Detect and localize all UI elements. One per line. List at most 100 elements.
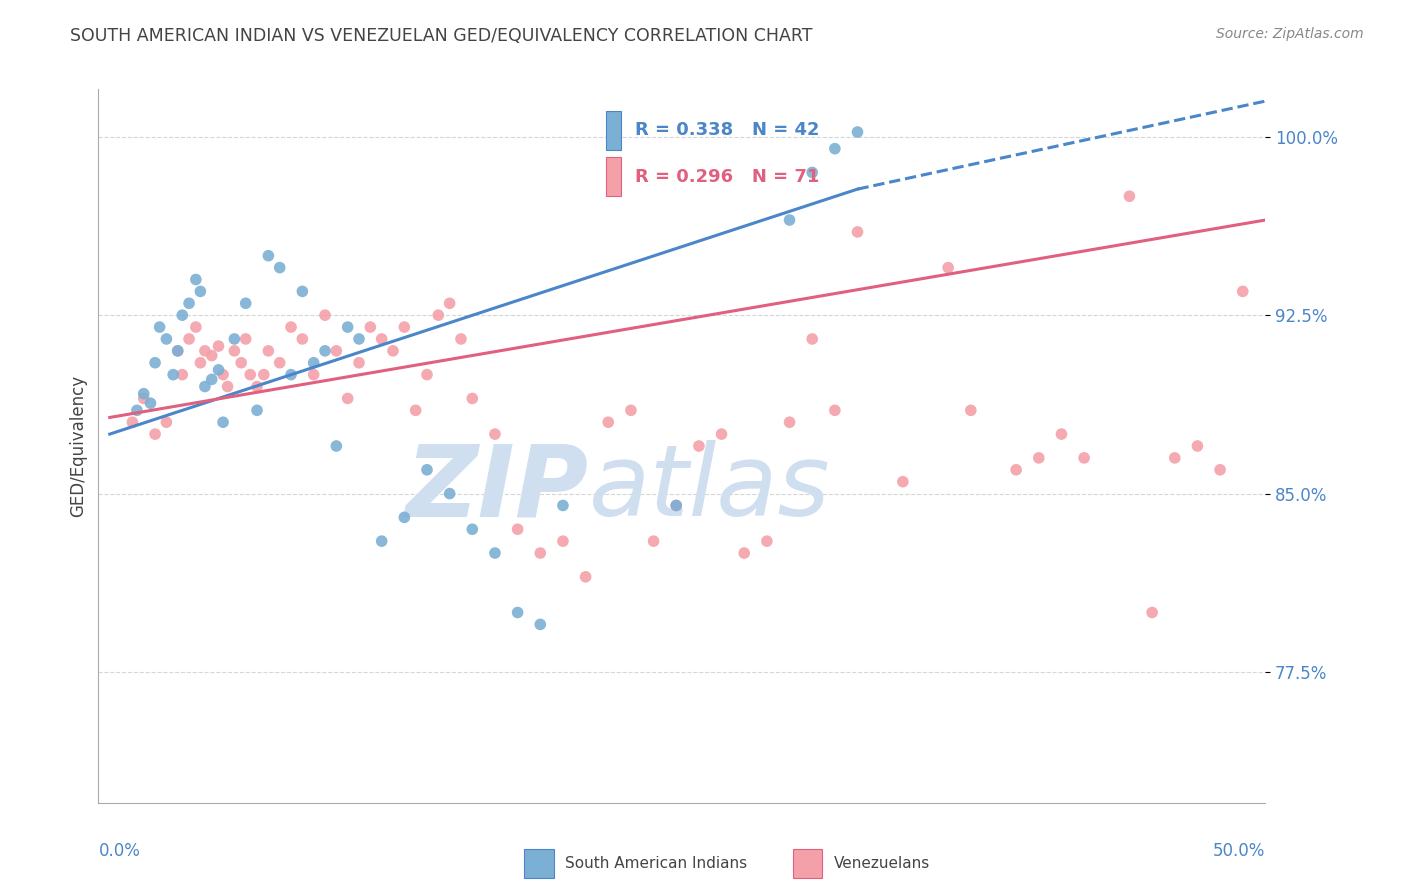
- Point: [201, 349, 224, 363]
- Point: [1005, 463, 1028, 477]
- Point: [733, 546, 755, 560]
- Point: [143, 356, 166, 370]
- Point: [149, 320, 172, 334]
- Point: [235, 332, 257, 346]
- Point: [253, 368, 276, 382]
- Point: [620, 403, 643, 417]
- Point: [336, 320, 359, 334]
- Point: [224, 343, 246, 358]
- Point: [801, 165, 824, 179]
- Point: [231, 356, 253, 370]
- Point: [302, 368, 325, 382]
- Point: [224, 332, 246, 346]
- Text: 0.0%: 0.0%: [98, 842, 141, 860]
- Point: [257, 249, 280, 263]
- Point: [166, 343, 188, 358]
- Point: [162, 368, 184, 382]
- Point: [201, 372, 224, 386]
- Point: [598, 415, 620, 429]
- Point: [280, 320, 302, 334]
- Point: [155, 332, 177, 346]
- Bar: [793, 849, 823, 878]
- Point: [1140, 606, 1163, 620]
- Point: [405, 403, 427, 417]
- Point: [190, 356, 212, 370]
- Point: [269, 260, 291, 275]
- Text: R = 0.296   N = 71: R = 0.296 N = 71: [636, 168, 820, 186]
- Point: [132, 386, 155, 401]
- Y-axis label: GED/Equivalency: GED/Equivalency: [69, 375, 87, 517]
- Point: [665, 499, 688, 513]
- Point: [891, 475, 914, 489]
- Point: [484, 546, 506, 560]
- Point: [1187, 439, 1209, 453]
- Point: [184, 272, 207, 286]
- Point: [643, 534, 665, 549]
- Point: [325, 343, 347, 358]
- Point: [207, 339, 229, 353]
- Point: [710, 427, 733, 442]
- Point: [484, 427, 506, 442]
- Bar: [606, 111, 621, 150]
- Point: [416, 368, 439, 382]
- Point: [529, 546, 551, 560]
- Point: [347, 332, 370, 346]
- Point: [336, 392, 359, 406]
- Point: [257, 343, 280, 358]
- Point: [529, 617, 551, 632]
- Point: [291, 332, 314, 346]
- Point: [139, 396, 162, 410]
- Point: [184, 320, 207, 334]
- Point: [172, 368, 194, 382]
- Point: [166, 343, 188, 358]
- Point: [177, 332, 200, 346]
- Point: [314, 343, 336, 358]
- Bar: [524, 849, 554, 878]
- Point: [665, 499, 688, 513]
- Point: [936, 260, 959, 275]
- Point: [302, 356, 325, 370]
- Text: SOUTH AMERICAN INDIAN VS VENEZUELAN GED/EQUIVALENCY CORRELATION CHART: SOUTH AMERICAN INDIAN VS VENEZUELAN GED/…: [70, 27, 813, 45]
- Point: [239, 368, 262, 382]
- Point: [439, 486, 461, 500]
- Point: [246, 403, 269, 417]
- Point: [1073, 450, 1095, 465]
- Point: [688, 439, 710, 453]
- Text: South American Indians: South American Indians: [565, 856, 748, 871]
- Point: [551, 499, 574, 513]
- Point: [755, 534, 778, 549]
- Point: [212, 368, 235, 382]
- Point: [461, 392, 484, 406]
- Point: [370, 332, 392, 346]
- Point: [551, 534, 574, 549]
- Point: [846, 125, 869, 139]
- Point: [207, 363, 229, 377]
- Text: Venezuelans: Venezuelans: [834, 856, 929, 871]
- Point: [347, 356, 370, 370]
- Point: [1118, 189, 1140, 203]
- Point: [1232, 285, 1254, 299]
- Point: [1164, 450, 1187, 465]
- Point: [506, 606, 529, 620]
- Point: [190, 285, 212, 299]
- Point: [959, 403, 981, 417]
- Point: [779, 213, 801, 227]
- Point: [801, 332, 824, 346]
- Point: [280, 368, 302, 382]
- Point: [217, 379, 239, 393]
- Point: [212, 415, 235, 429]
- Point: [416, 463, 439, 477]
- Point: [194, 379, 217, 393]
- Text: Source: ZipAtlas.com: Source: ZipAtlas.com: [1216, 27, 1364, 41]
- Point: [177, 296, 200, 310]
- Point: [779, 415, 801, 429]
- Point: [427, 308, 450, 322]
- Point: [846, 225, 869, 239]
- Point: [314, 308, 336, 322]
- Point: [575, 570, 598, 584]
- Point: [1028, 450, 1050, 465]
- Point: [382, 343, 405, 358]
- Point: [824, 142, 846, 156]
- Point: [394, 510, 416, 524]
- Point: [132, 392, 155, 406]
